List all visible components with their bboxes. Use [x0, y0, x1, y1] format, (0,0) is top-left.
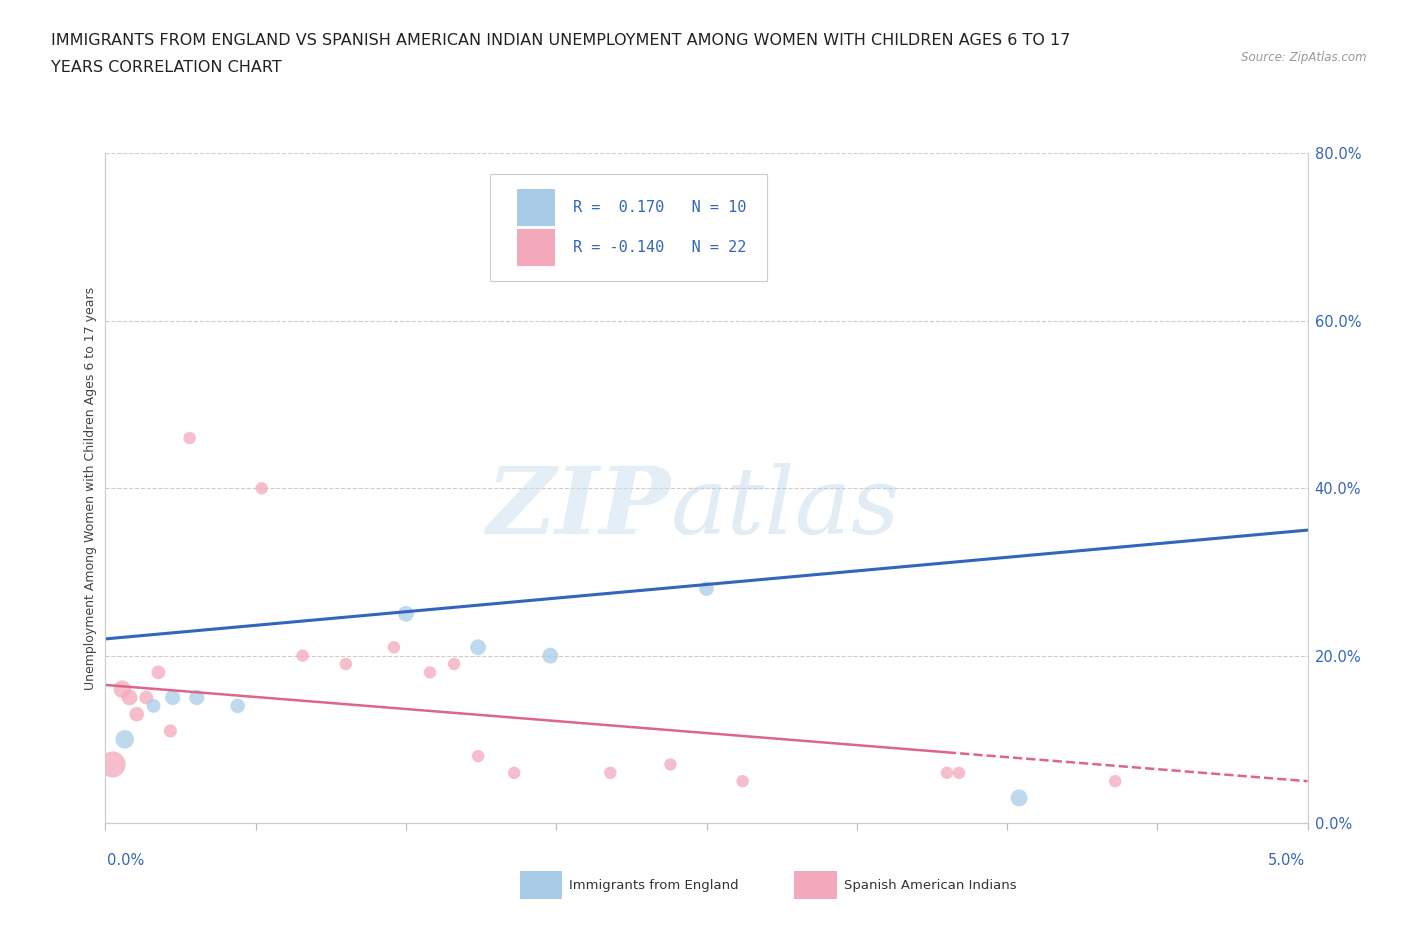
- Point: [659, 757, 682, 772]
- Text: R = -0.140   N = 22: R = -0.140 N = 22: [574, 240, 747, 255]
- Point: [467, 749, 489, 764]
- Point: [731, 774, 754, 789]
- Text: Spanish American Indians: Spanish American Indians: [844, 879, 1017, 892]
- Point: [118, 690, 141, 705]
- Text: YEARS CORRELATION CHART: YEARS CORRELATION CHART: [51, 60, 281, 75]
- Text: IMMIGRANTS FROM ENGLAND VS SPANISH AMERICAN INDIAN UNEMPLOYMENT AMONG WOMEN WITH: IMMIGRANTS FROM ENGLAND VS SPANISH AMERI…: [51, 33, 1070, 47]
- Point: [111, 682, 134, 697]
- FancyBboxPatch shape: [516, 189, 555, 226]
- FancyBboxPatch shape: [516, 229, 555, 266]
- Point: [335, 657, 357, 671]
- Point: [696, 581, 718, 596]
- Point: [162, 690, 184, 705]
- Y-axis label: Unemployment Among Women with Children Ages 6 to 17 years: Unemployment Among Women with Children A…: [84, 286, 97, 690]
- Point: [114, 732, 136, 747]
- Point: [503, 765, 526, 780]
- Text: Source: ZipAtlas.com: Source: ZipAtlas.com: [1241, 51, 1367, 64]
- Point: [936, 765, 959, 780]
- Point: [948, 765, 970, 780]
- Point: [101, 757, 124, 772]
- Text: ZIP: ZIP: [486, 463, 671, 553]
- Text: atlas: atlas: [671, 463, 900, 553]
- Point: [1104, 774, 1126, 789]
- Text: R =  0.170   N = 10: R = 0.170 N = 10: [574, 200, 747, 215]
- Point: [142, 698, 165, 713]
- Point: [250, 481, 273, 496]
- Point: [382, 640, 405, 655]
- Point: [443, 657, 465, 671]
- Point: [135, 690, 157, 705]
- FancyBboxPatch shape: [491, 174, 766, 281]
- Point: [1008, 790, 1031, 805]
- Point: [538, 648, 561, 663]
- Point: [148, 665, 170, 680]
- Point: [419, 665, 441, 680]
- Point: [179, 431, 201, 445]
- Point: [467, 640, 489, 655]
- Point: [291, 648, 314, 663]
- Point: [186, 690, 208, 705]
- Point: [125, 707, 148, 722]
- Point: [395, 606, 418, 621]
- Text: Immigrants from England: Immigrants from England: [569, 879, 740, 892]
- Text: 5.0%: 5.0%: [1268, 853, 1305, 868]
- Text: 0.0%: 0.0%: [107, 853, 143, 868]
- Point: [226, 698, 249, 713]
- Point: [159, 724, 181, 738]
- Point: [599, 765, 621, 780]
